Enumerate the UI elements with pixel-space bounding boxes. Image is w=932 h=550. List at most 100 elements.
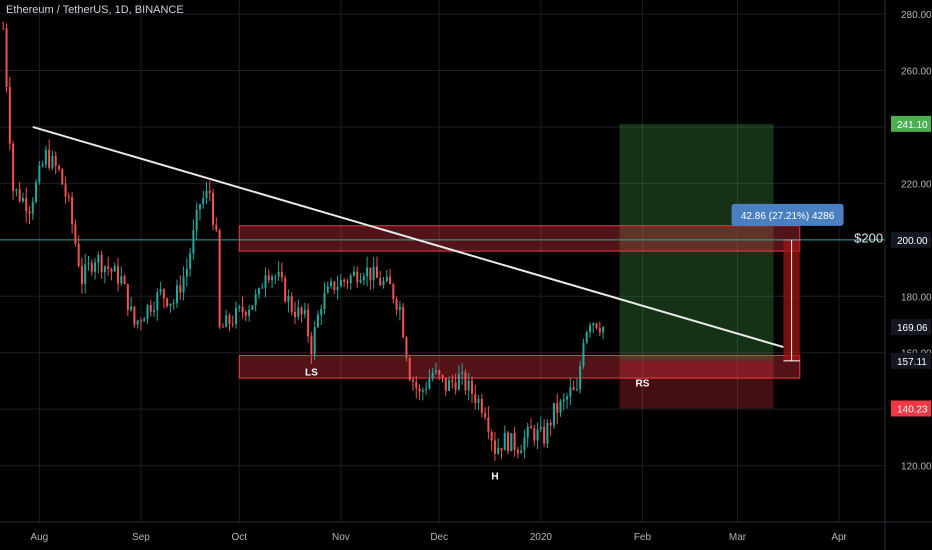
candle-body (116, 265, 120, 284)
candle-body (408, 357, 411, 381)
candle-body (428, 378, 431, 389)
candle-body (579, 366, 582, 390)
measure-label: 42.86 (27.21%) 4286 (741, 211, 835, 222)
candle-body (346, 281, 349, 284)
candle-body (162, 289, 165, 299)
candle-body (539, 426, 542, 430)
candle-body (38, 165, 41, 183)
candle-body (316, 314, 319, 328)
annotation-label: H (491, 472, 498, 483)
candle-body (598, 328, 601, 333)
annotation-label: RS (635, 379, 649, 390)
candle-body (74, 224, 77, 244)
y-tick-label: 220.00 (901, 179, 932, 190)
candle-body (454, 382, 457, 390)
candle-body (448, 380, 451, 391)
annotation-label: $200 (854, 231, 883, 246)
x-tick-label: Dec (430, 532, 448, 543)
candle-body (441, 375, 444, 378)
candle-body (175, 285, 179, 304)
candle-body (136, 320, 139, 325)
candle-body (241, 306, 244, 313)
candle-body (372, 266, 375, 281)
candle-body (402, 306, 405, 338)
candle-body (562, 399, 565, 402)
candle-body (221, 326, 224, 328)
candle-body (385, 276, 388, 281)
candle-body (169, 303, 172, 306)
candle-body (41, 164, 44, 166)
candle-body (382, 280, 385, 286)
price-tag-box (891, 352, 931, 369)
candle-body (244, 312, 247, 316)
candle-body (556, 403, 559, 413)
candle-body (333, 281, 336, 291)
candle-body (444, 377, 447, 391)
candle-body (546, 423, 549, 444)
candle-body (5, 28, 8, 87)
candle-body (100, 254, 103, 273)
candle-body (513, 433, 516, 450)
candle-body (516, 449, 519, 454)
candle-body (189, 253, 192, 269)
annotation-label: LS (305, 367, 318, 378)
candle-body (438, 370, 441, 376)
candle-body (198, 204, 201, 210)
candle-body (61, 169, 64, 185)
candle-body (507, 432, 510, 452)
candle-body (149, 305, 152, 312)
candle-body (392, 284, 395, 300)
price-tag-label: 140.23 (897, 404, 928, 415)
candle-body (330, 281, 333, 287)
x-tick-label: Sep (132, 532, 150, 543)
candle-body (64, 184, 67, 197)
candle-body (67, 196, 70, 198)
candle-body (25, 198, 28, 212)
candle-body (97, 254, 100, 263)
candle-body (389, 276, 392, 285)
candle-body (362, 276, 365, 281)
price-tag-box (891, 400, 931, 417)
price-tag-box (891, 319, 931, 336)
candle-body (588, 325, 592, 333)
candle-body (520, 450, 523, 454)
candle-body (457, 374, 460, 390)
candle-body (487, 417, 490, 433)
candle-body (254, 294, 257, 306)
candle-body (280, 271, 283, 278)
candle-body (87, 263, 90, 265)
candle-body (18, 189, 21, 202)
candle-body (284, 277, 287, 302)
candle-body (84, 264, 87, 284)
candle-body (54, 156, 57, 166)
candle-body (215, 224, 218, 231)
candle-body (421, 390, 424, 392)
candle-body (533, 428, 536, 441)
candle-body (464, 372, 467, 391)
candle-body (405, 337, 408, 358)
candle-body (271, 276, 274, 281)
candle-body (398, 306, 401, 310)
candle-body (415, 381, 418, 389)
resistance-zone (238, 225, 801, 252)
trendline (32, 126, 784, 349)
candle-body (352, 271, 356, 276)
candle-body (356, 271, 359, 283)
candle-body (536, 429, 539, 441)
candle-body (238, 306, 241, 308)
candle-body (228, 315, 231, 324)
candle-body (490, 432, 493, 441)
candle-body (431, 372, 434, 379)
candle-body (470, 380, 474, 394)
candle-body (320, 308, 323, 315)
candle-body (234, 307, 238, 325)
candle-body (143, 318, 146, 322)
candle-body (264, 275, 267, 288)
candle-body (28, 211, 31, 214)
candle-body (480, 398, 483, 413)
candle-body (21, 198, 24, 202)
candle-body (195, 209, 198, 230)
candle-body (336, 286, 339, 291)
candle-body (130, 306, 133, 311)
candle-body (208, 190, 211, 193)
